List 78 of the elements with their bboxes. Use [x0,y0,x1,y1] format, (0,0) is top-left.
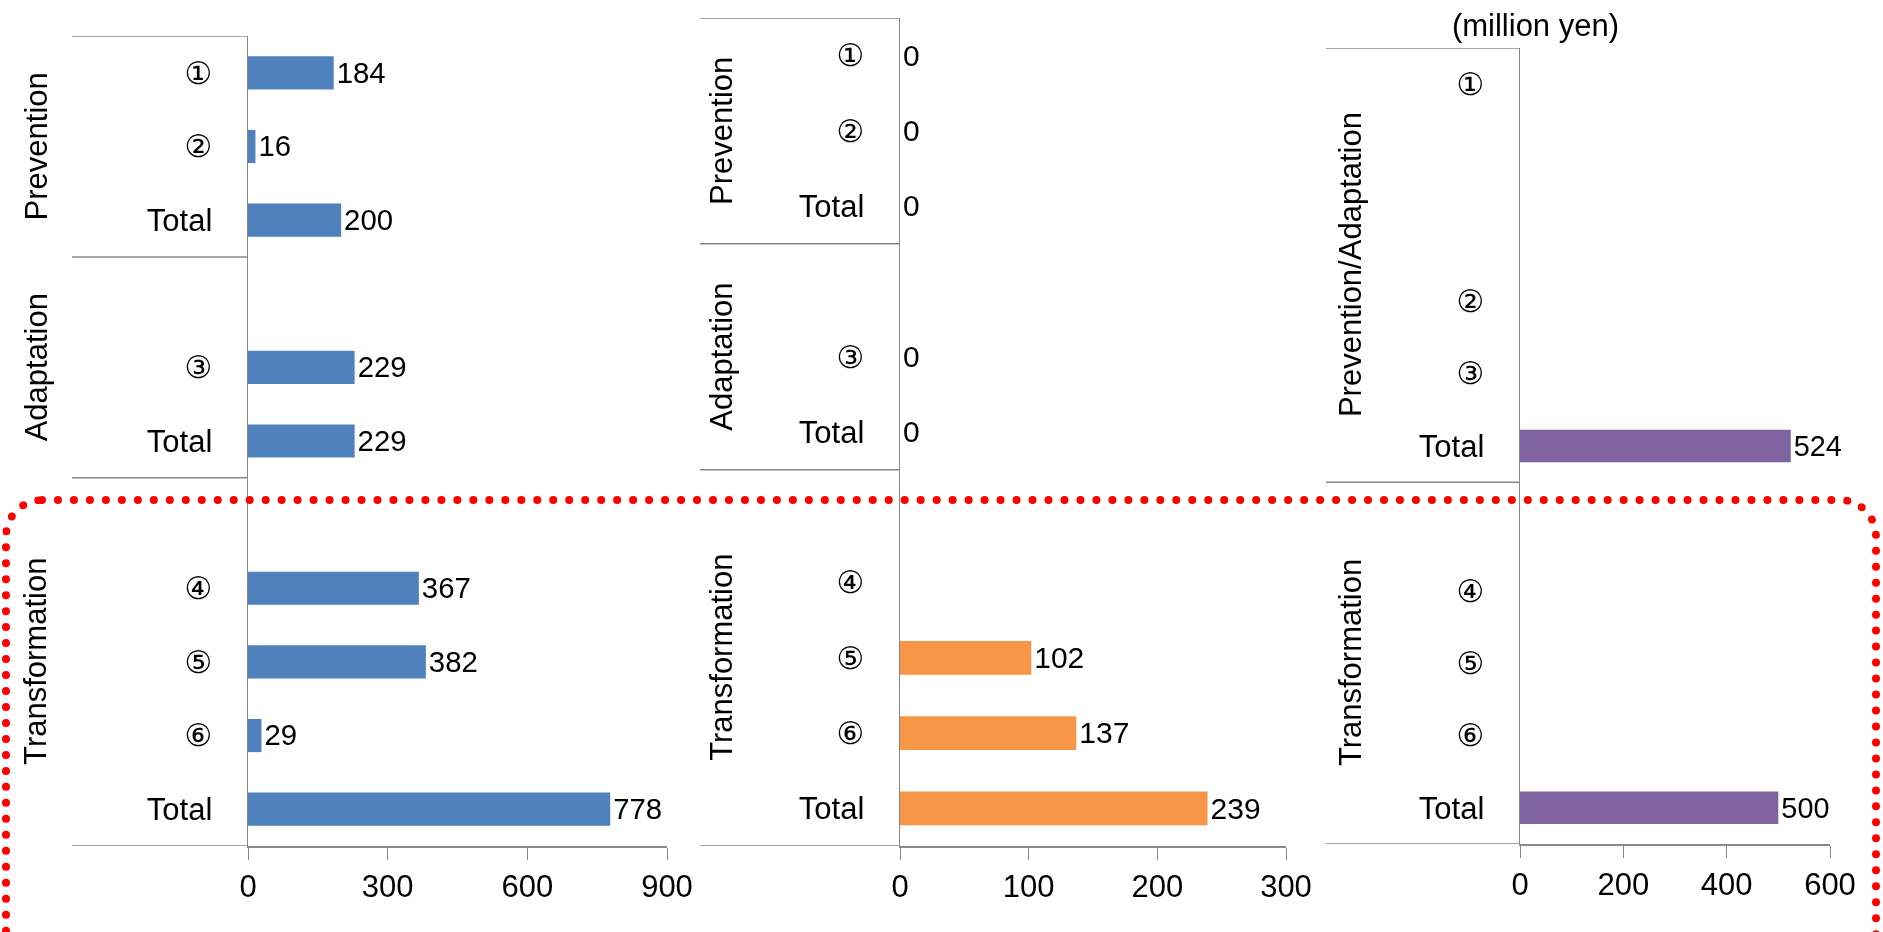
data-label: 102 [1034,640,1085,674]
bar [248,645,426,679]
y-tick-label: ③ [184,350,213,386]
x-tick-label: 0 [891,868,909,904]
x-tick-label: 600 [1804,866,1856,902]
data-label: 778 [613,792,663,826]
x-tick-label: 900 [641,868,693,904]
bar [248,350,355,384]
data-label: 29 [264,718,298,752]
x-tick-label: 100 [1002,868,1055,904]
y-tick-label: Total [798,189,865,225]
text: Prevention/Adaptation [1332,112,1368,418]
y-tick-label: ① [184,55,213,91]
y-tick-label: Total [798,791,865,827]
bar [248,792,611,826]
data-label: 0 [903,114,920,148]
bar [248,571,419,605]
y-tick-label: Total [1418,428,1485,464]
text: Adaptation [704,282,740,431]
text: Transformation [1332,558,1368,767]
y-tick-label: ⑤ [1456,645,1485,681]
data-label: 0 [903,339,920,373]
data-label: 382 [428,644,478,678]
y-tick-label: ⑤ [184,644,213,680]
data-label: 0 [903,38,920,72]
text: Adaptation [18,293,54,442]
text: Prevention [704,56,740,205]
x-tick-label: 200 [1597,866,1650,902]
x-tick-label: 0 [1511,866,1529,902]
data-label: 229 [357,423,407,457]
text: Prevention [18,72,54,221]
data-label: 500 [1781,791,1830,824]
bar [900,640,1032,675]
data-label: 0 [903,189,920,223]
bar [248,718,262,753]
bar [248,56,334,90]
y-tick-label: ③ [1456,356,1485,392]
chart-title: (million yen) [1451,7,1620,43]
y-tick-label: Total [146,423,213,459]
text: Transformation [18,557,54,765]
y-tick-label: ④ [184,571,213,607]
data-label: 200 [344,203,394,237]
data-label: 137 [1079,716,1130,750]
y-tick-label: ① [836,38,865,74]
x-tick-label: 300 [361,868,414,904]
y-tick-label: ② [184,129,213,165]
x-tick-label: 600 [501,868,554,904]
y-tick-label: Total [798,414,865,450]
data-label: 239 [1210,791,1261,825]
y-tick-label: Total [146,792,213,828]
data-label: 0 [903,415,920,449]
y-tick-label: ⑥ [836,715,865,751]
x-tick-label: 400 [1700,866,1753,902]
x-tick-label: 300 [1260,868,1312,904]
y-tick-label: Total [1418,790,1485,826]
bar [248,203,342,237]
y-tick-label: ④ [1456,573,1485,609]
bar [900,716,1077,751]
y-tick-label: ④ [836,565,865,601]
x-tick-label: 0 [239,868,257,904]
y-tick-label: ⑥ [184,718,213,754]
data-label: 229 [357,350,407,384]
text: Transformation [704,553,740,761]
data-label: 524 [1793,429,1842,462]
bar [900,791,1208,826]
data-label: 16 [258,129,292,163]
y-tick-label: ① [1456,67,1485,103]
y-tick-label: ② [1456,284,1485,320]
x-tick-label: 200 [1131,868,1184,904]
bar [248,129,256,164]
y-tick-label: ⑥ [1456,718,1485,754]
y-tick-label: ② [836,113,865,149]
y-tick-label: Total [146,202,213,238]
data-label: 367 [421,571,471,605]
data-label: 184 [336,55,386,89]
y-tick-label: ③ [836,339,865,375]
bar [248,424,355,458]
y-tick-label: ⑤ [836,640,865,676]
